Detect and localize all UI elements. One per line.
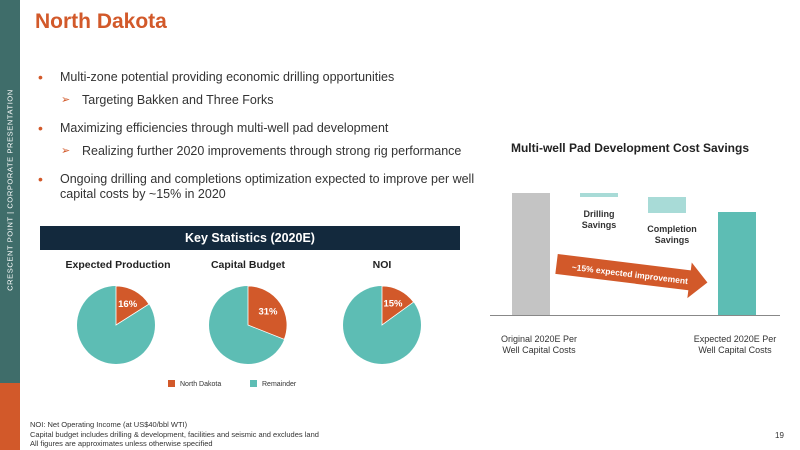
- bar-completion-savings: [648, 197, 686, 213]
- key-statistics-header: Key Statistics (2020E): [40, 226, 460, 250]
- arrow-icon: [555, 254, 708, 299]
- improvement-arrow: ~15% expected improvement: [555, 254, 708, 299]
- pie-chart-capital: 31%: [209, 285, 288, 364]
- sub-bullet-item: ➢ Realizing further 2020 improvements th…: [38, 144, 478, 159]
- orange-swatch-icon: [168, 380, 175, 387]
- footnotes: NOI: Net Operating Income (at US$40/bbl …: [30, 420, 319, 449]
- bar-expected: [718, 212, 756, 315]
- sub-bullet-text: Realizing further 2020 improvements thro…: [82, 144, 462, 158]
- bullet-icon: •: [38, 171, 43, 187]
- sub-bullet-text: Targeting Bakken and Three Forks: [82, 93, 274, 107]
- bullet-text: Ongoing drilling and completions optimiz…: [60, 172, 475, 201]
- page-title: North Dakota: [35, 10, 167, 33]
- sub-bullet-item: ➢ Targeting Bakken and Three Forks: [38, 93, 478, 108]
- pie-title-production: Expected Production: [65, 259, 171, 271]
- footnote-line: Capital budget includes drilling & devel…: [30, 429, 319, 439]
- label-expected-costs: Expected 2020E Per Well Capital Costs: [693, 334, 777, 355]
- waterfall-title: Multi-well Pad Development Cost Savings: [510, 141, 750, 155]
- legend-label: Remainder: [262, 381, 297, 388]
- pie-slice-label: 16%: [118, 299, 138, 310]
- pie-title-capital: Capital Budget: [210, 259, 286, 271]
- bullet-list: • Multi-zone potential providing economi…: [38, 70, 478, 213]
- bullet-icon: •: [38, 69, 43, 85]
- sidebar: CRESCENT POINT | CORPORATE PRESENTATION: [0, 0, 20, 450]
- bullet-text: Maximizing efficiencies through multi-we…: [60, 121, 389, 135]
- arrow-bullet-icon: ➢: [61, 145, 71, 157]
- legend-label: North Dakota: [180, 381, 222, 388]
- page-number: 19: [775, 431, 784, 440]
- footnote-line: All figures are approximates unless othe…: [30, 439, 213, 448]
- legend-north-dakota: North Dakota: [168, 380, 221, 388]
- bullet-item: • Maximizing efficiencies through multi-…: [38, 121, 478, 136]
- pie-slice-label: 31%: [258, 306, 278, 317]
- pie-chart-production: 16%: [77, 285, 155, 364]
- pie-chart-noi: 15%: [343, 285, 421, 364]
- legend-remainder: Remainder: [250, 380, 296, 388]
- label-completion-savings: Completion Savings: [647, 224, 697, 245]
- sidebar-label: CRESCENT POINT | CORPORATE PRESENTATION: [5, 89, 15, 291]
- sidebar-accent: [0, 383, 20, 450]
- label-original-costs: Original 2020E Per Well Capital Costs: [500, 334, 578, 355]
- label-drilling-savings: Drilling Savings: [581, 209, 617, 230]
- bar-original: [512, 193, 550, 315]
- pie-slice-north-dakota: [247, 285, 288, 340]
- pie-slice-north-dakota: [381, 285, 415, 326]
- pie-slice-north-dakota: [115, 285, 150, 326]
- bullet-text: Multi-zone potential providing economic …: [60, 70, 395, 84]
- pie-title-noi: NOI: [372, 259, 392, 271]
- footnote-line: NOI: Net Operating Income (at US$40/bbl …: [30, 420, 188, 429]
- bullet-item: • Multi-zone potential providing economi…: [38, 70, 478, 85]
- teal-swatch-icon: [250, 380, 257, 387]
- bullet-icon: •: [38, 120, 43, 136]
- bullet-item: • Ongoing drilling and completions optim…: [38, 172, 478, 202]
- pie-slice-label: 15%: [383, 298, 403, 309]
- arrow-bullet-icon: ➢: [61, 94, 71, 106]
- waterfall-chart: ~15% expected improvement: [490, 193, 780, 316]
- bar-drilling-savings: [580, 193, 618, 197]
